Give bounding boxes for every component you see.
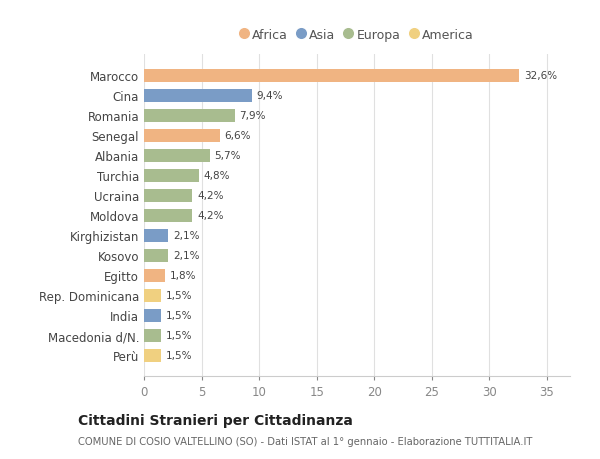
Text: 1,8%: 1,8%	[169, 270, 196, 280]
Bar	[144, 129, 220, 142]
Text: 7,9%: 7,9%	[239, 111, 266, 121]
Text: 1,5%: 1,5%	[166, 310, 193, 320]
Text: 1,5%: 1,5%	[166, 350, 193, 360]
Bar	[144, 189, 193, 202]
Bar	[144, 90, 252, 102]
Bar	[144, 269, 165, 282]
Bar	[144, 289, 161, 302]
Bar	[144, 150, 209, 162]
Text: Cittadini Stranieri per Cittadinanza: Cittadini Stranieri per Cittadinanza	[78, 414, 353, 428]
Text: 2,1%: 2,1%	[173, 251, 199, 261]
Bar	[144, 249, 168, 262]
Text: 4,2%: 4,2%	[197, 191, 223, 201]
Text: COMUNE DI COSIO VALTELLINO (SO) - Dati ISTAT al 1° gennaio - Elaborazione TUTTIT: COMUNE DI COSIO VALTELLINO (SO) - Dati I…	[78, 437, 532, 446]
Bar	[144, 209, 193, 222]
Bar	[144, 329, 161, 342]
Text: 5,7%: 5,7%	[214, 151, 241, 161]
Text: 1,5%: 1,5%	[166, 330, 193, 340]
Text: 9,4%: 9,4%	[257, 91, 283, 101]
Text: 4,2%: 4,2%	[197, 211, 223, 221]
Text: 4,8%: 4,8%	[204, 171, 230, 181]
Text: 2,1%: 2,1%	[173, 231, 199, 241]
Bar	[144, 169, 199, 182]
Text: 32,6%: 32,6%	[524, 71, 557, 81]
Bar	[144, 229, 168, 242]
Bar	[144, 309, 161, 322]
Legend: Africa, Asia, Europa, America: Africa, Asia, Europa, America	[241, 29, 473, 42]
Bar	[144, 110, 235, 123]
Text: 6,6%: 6,6%	[224, 131, 251, 141]
Bar	[144, 70, 520, 83]
Bar	[144, 349, 161, 362]
Text: 1,5%: 1,5%	[166, 291, 193, 301]
